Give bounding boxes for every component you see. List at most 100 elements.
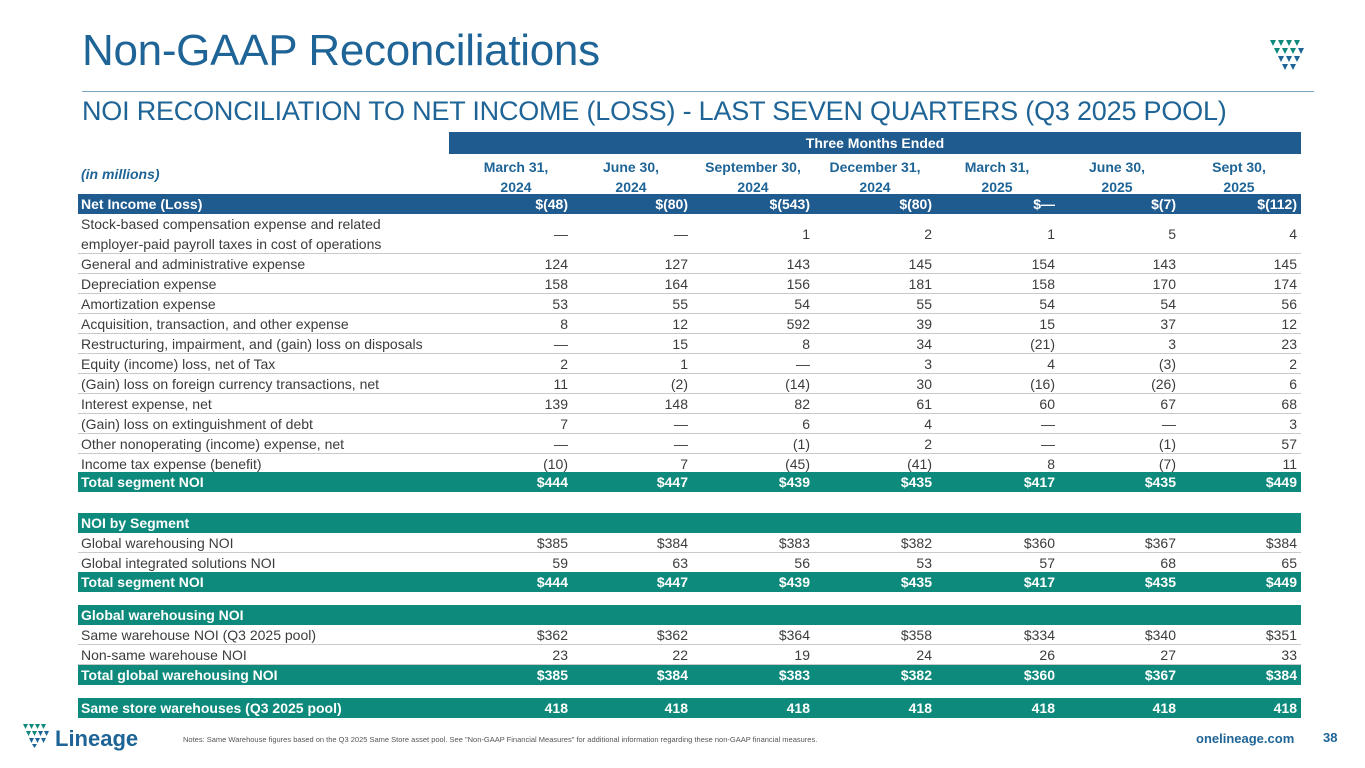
table-cell: 181 [908,276,932,292]
table-cell: $(7) [1151,196,1176,212]
row-label-text: Non-same warehouse NOI [81,647,247,663]
table-cell: 65 [1281,555,1297,571]
row-label-text: Stock-based compensation expense and rel… [81,216,381,232]
row-label: Non-same warehouse NOI [81,645,247,665]
table-cell: $385 [536,667,568,683]
table-cell: 7 [560,416,568,432]
table-cell: 55 [672,296,688,312]
column-header-line1: March 31, [964,159,1030,175]
row-label: Total segment NOI [81,572,204,592]
table-cell: $— [1033,196,1055,212]
table-cell: 124 [544,256,568,272]
table-cell: (1) [1158,436,1176,452]
table-row: Income tax expense (benefit) (10) 7 (45) (41… [78,454,1301,474]
row-label: Acquisition, transaction, and other expe… [81,314,349,334]
table-row: Interest expense, net 139 148 82 61 60 67 68 [78,394,1301,414]
table-cell: 30 [916,376,932,392]
table-cell: $435 [1144,574,1176,590]
table-cell: 27 [1160,647,1176,663]
website-link[interactable]: onelineage.com [1196,731,1295,746]
table-cell: 418 [544,700,568,716]
lineage-wordmark: Lineage [55,726,139,751]
row-label-text: Total segment NOI [81,474,204,490]
column-header: June 30, 2024 [571,157,691,197]
table-row: (Gain) loss on foreign currency transact… [78,374,1301,394]
table-cell: 170 [1152,276,1176,292]
table-cell: 68 [1160,555,1176,571]
column-header-line1: March 31, [483,159,549,175]
table-cell: $360 [1023,535,1055,551]
table-cell: 418 [664,700,688,716]
table-cell: $382 [900,535,932,551]
table-cell: — [674,436,688,452]
table-cell: (3) [1158,356,1176,372]
row-label-text: Same warehouse NOI (Q3 2025 pool) [81,627,317,643]
table-cell: $383 [778,535,810,551]
table-cell: 54 [1039,296,1055,312]
table-row: Global warehousing NOI [78,605,1301,625]
table-cell: — [554,336,568,352]
table-row: Total segment NOI $444 $447 $439 $435 $417 $43… [78,572,1301,592]
table-cell: 23 [552,647,568,663]
table-cell: 6 [802,416,810,432]
table-cell: 60 [1039,396,1055,412]
row-label: Equity (income) loss, net of Tax [81,354,275,374]
row-label-text: (Gain) loss on extinguishment of debt [81,416,313,432]
row-label-text: Global warehousing NOI [81,607,244,623]
table-cell: $382 [900,667,932,683]
table-cell: 82 [794,396,810,412]
row-label-text: Acquisition, transaction, and other expe… [81,316,349,332]
page-number: 38 [1323,730,1338,745]
table-cell: (21) [1030,336,1055,352]
column-header-line1: December 31, [829,159,921,175]
table-cell: 34 [916,336,932,352]
table-cell: 56 [794,555,810,571]
table-cell: $417 [1023,474,1055,490]
table-cell: (1) [792,436,810,452]
table-cell: 158 [544,276,568,292]
table-cell: 3 [1168,336,1176,352]
table-cell: 68 [1281,396,1297,412]
lineage-footer-logo-icon [23,724,49,748]
table-cell: (14) [785,376,810,392]
row-label-text: Restructuring, impairment, and (gain) lo… [81,336,423,352]
table-cell: $358 [900,627,932,643]
column-header: March 31, 2024 [456,157,576,197]
row-label: Global warehousing NOI [81,605,244,625]
table-cell: $449 [1265,574,1297,590]
table-cell: 418 [1273,700,1297,716]
table-row: Total segment NOI $444 $447 $439 $435 $417 $43… [78,472,1301,492]
row-label-text: Other nonoperating (income) expense, net [81,436,345,452]
column-header-line2: 2024 [859,179,891,195]
row-label-text: Depreciation expense [81,276,217,292]
row-label: Same warehouse NOI (Q3 2025 pool) [81,625,316,645]
table-cell: — [554,226,568,242]
table-cell: 2 [1289,356,1297,372]
table-cell: $447 [656,574,688,590]
table-cell: 2 [924,436,932,452]
row-label: Net Income (Loss) [81,194,202,214]
table-cell: 418 [1152,700,1176,716]
table-cell: 143 [1152,256,1176,272]
table-cell: 54 [794,296,810,312]
table-cell: $385 [536,535,568,551]
row-label: Depreciation expense [81,274,216,294]
table-cell: $417 [1023,574,1055,590]
table-cell: $383 [778,667,810,683]
table-cell: 4 [924,416,932,432]
table-cell: 39 [916,316,932,332]
row-label-text: Global integrated solutions NOI [81,555,276,571]
table-cell: $(112) [1257,196,1297,212]
table-cell: 418 [908,700,932,716]
table-cell: $439 [778,574,810,590]
row-label-text: Global warehousing NOI [81,535,234,551]
column-header-line1: June 30, [602,159,660,175]
table-cell: 5 [1168,226,1176,242]
table-cell: $435 [900,574,932,590]
column-header-line2: 2024 [615,179,647,195]
table-cell: $367 [1144,535,1176,551]
table-cell: 7 [680,456,688,472]
column-header-line2: 2025 [981,179,1013,195]
table-cell: 158 [1031,276,1055,292]
row-label-text: Income tax expense (benefit) [81,456,262,472]
